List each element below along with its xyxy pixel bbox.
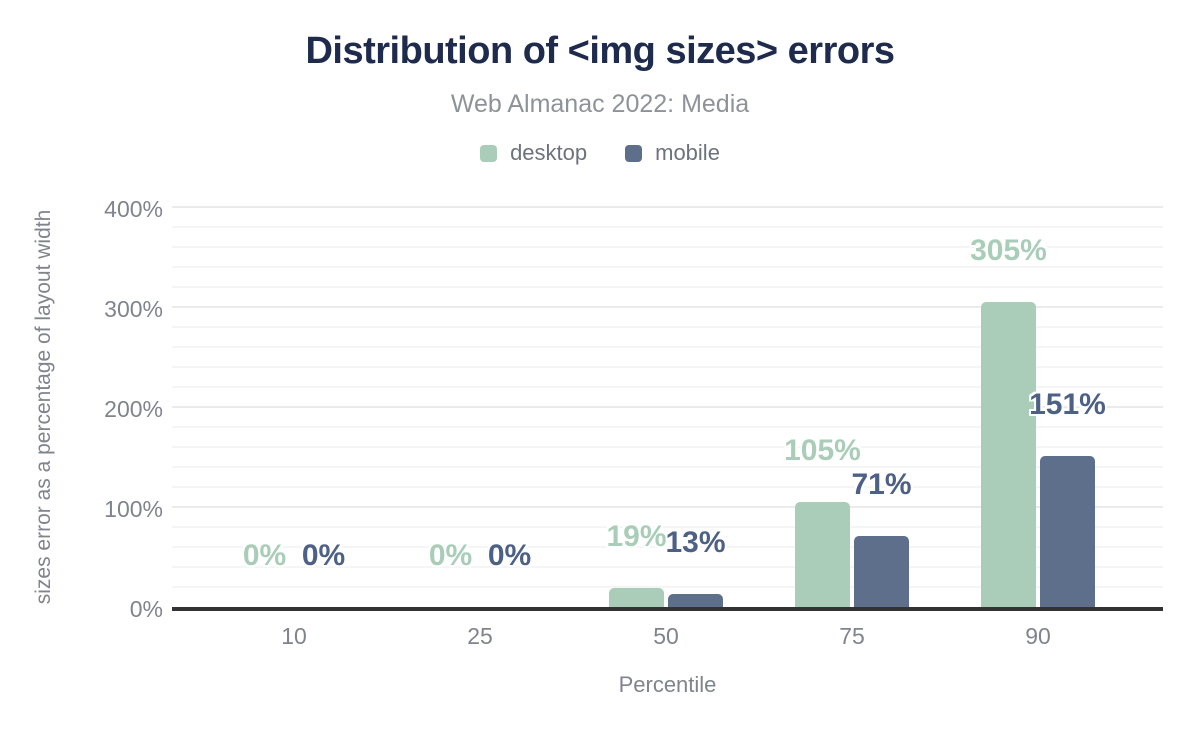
plot-area: 10 0% 0% 25 0% 0% 50 19% 13% 75 105% 71% 90 305% 151% (172, 206, 1163, 649)
bar-value-label-mobile-p75: 71% (851, 468, 912, 501)
bar-value-label-desktop-p25: 0% (428, 539, 473, 572)
gridline (172, 226, 1163, 228)
gridline (172, 266, 1163, 268)
gridline (172, 526, 1163, 528)
bar-value-label-mobile-p90: 151% (1029, 388, 1106, 421)
legend-item-mobile: mobile (625, 140, 720, 166)
legend-swatch-mobile-icon (625, 144, 643, 162)
legend-label-desktop: desktop (510, 140, 588, 165)
gridline (172, 486, 1163, 488)
legend-swatch-desktop-icon (480, 144, 498, 162)
gridline (172, 306, 1163, 308)
gridline (172, 506, 1163, 508)
gridline (172, 426, 1163, 428)
bar-value-label-mobile-p10: 0% (301, 539, 346, 572)
bar-value-label-mobile-p25: 0% (487, 539, 532, 572)
y-axis-tick-label: 400% (104, 196, 163, 222)
y-axis-tick-label: 200% (104, 396, 163, 422)
y-axis-tick-label: 100% (104, 496, 163, 522)
bar-mobile-p50[interactable] (668, 594, 723, 607)
gridline (172, 366, 1163, 368)
bar-mobile-p75[interactable] (854, 536, 909, 607)
bar-value-label-desktop-p90: 305% (970, 234, 1047, 267)
legend: desktop mobile (0, 140, 1200, 166)
legend-item-desktop: desktop (480, 140, 587, 166)
gridline (172, 446, 1163, 448)
x-axis-tick-label: 10 (281, 623, 307, 649)
x-axis-tick-label: 90 (1025, 623, 1051, 649)
gridline (172, 566, 1163, 568)
bar-desktop-p75[interactable] (795, 502, 850, 607)
gridline (172, 286, 1163, 288)
bar-value-label-desktop-p50: 19% (606, 520, 667, 553)
chart-subtitle: Web Almanac 2022: Media (450, 90, 750, 118)
x-axis-tick-label: 50 (653, 623, 679, 649)
chart-title: Distribution of <img sizes> errors (305, 30, 895, 72)
y-axis-tick-label: 300% (104, 296, 163, 322)
bar-value-label-mobile-p50: 13% (665, 526, 726, 559)
x-axis-baseline (172, 607, 1163, 611)
bar-mobile-p90[interactable] (1040, 456, 1095, 607)
gridline (172, 406, 1163, 408)
gridline (172, 466, 1163, 468)
gridline (172, 386, 1163, 388)
x-axis-tick-label: 75 (839, 623, 865, 649)
gridline (172, 206, 1163, 208)
x-axis-title: Percentile (618, 672, 717, 697)
gridline (172, 346, 1163, 348)
bar-desktop-p90[interactable] (981, 302, 1036, 607)
bar-value-label-desktop-p75: 105% (784, 434, 861, 467)
legend-label-mobile: mobile (655, 140, 720, 165)
gridline (172, 546, 1163, 548)
gridline (172, 326, 1163, 328)
bar-desktop-p50[interactable] (609, 588, 664, 607)
y-axis-tick-label: 0% (129, 596, 163, 622)
x-axis-tick-label: 25 (467, 623, 493, 649)
bar-value-label-desktop-p10: 0% (242, 539, 287, 572)
gridline (172, 586, 1163, 588)
gridline (172, 246, 1163, 248)
